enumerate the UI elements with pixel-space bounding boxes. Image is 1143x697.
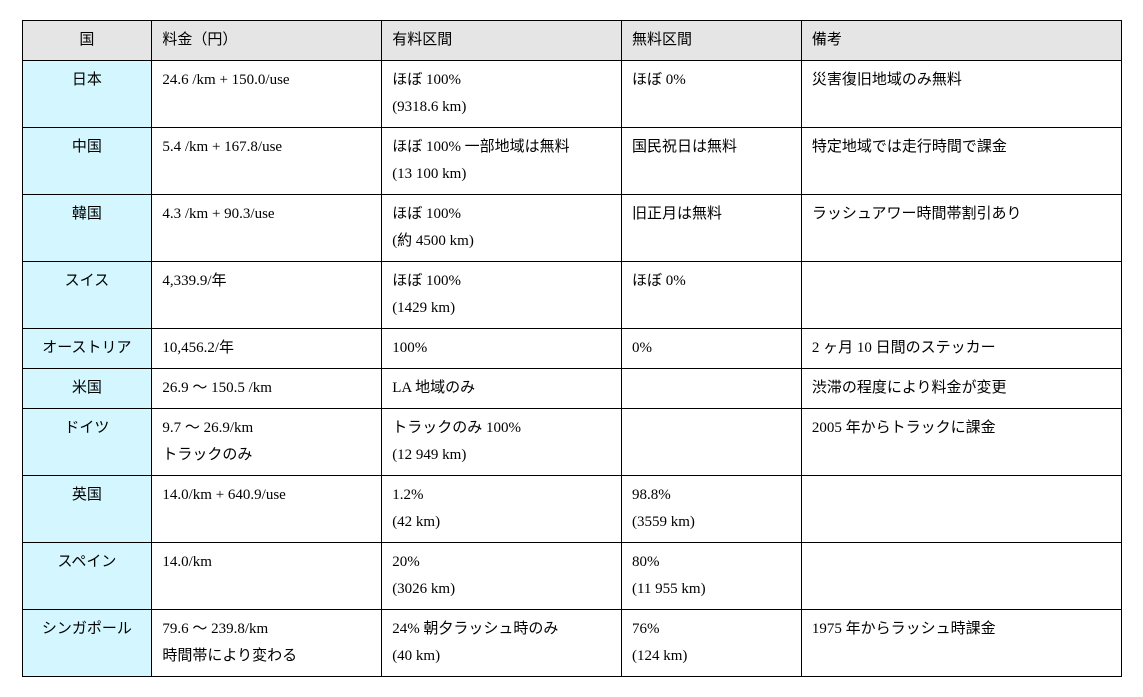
cell-country: 中国 [22, 128, 152, 195]
cell-country: スイス [22, 262, 152, 329]
cell-free: 80%(11 955 km) [621, 543, 801, 610]
table-header: 国 料金（円） 有料区間 無料区間 備考 [22, 21, 1121, 61]
cell-fee: 79.6 ～ 239.8/km時間帯により変わる [152, 610, 382, 677]
cell-fee: 4.3 /km + 90.3/use [152, 195, 382, 262]
cell-country: スペイン [22, 543, 152, 610]
toll-comparison-table: 国 料金（円） 有料区間 無料区間 備考 日本24.6 /km + 150.0/… [22, 20, 1122, 677]
cell-country: 日本 [22, 61, 152, 128]
cell-fee: 26.9 ～ 150.5 /km [152, 369, 382, 409]
table-row: オーストリア10,456.2/年100%0%2 ヶ月 10 日間のステッカー [22, 329, 1121, 369]
table-row: スイス4,339.9/年ほぼ 100%(1429 km)ほぼ 0% [22, 262, 1121, 329]
cell-fee: 10,456.2/年 [152, 329, 382, 369]
cell-fee: 14.0/km [152, 543, 382, 610]
cell-free: 98.8%(3559 km) [621, 476, 801, 543]
cell-note: ラッシュアワー時間帯割引あり [801, 195, 1121, 262]
cell-note: 災害復旧地域のみ無料 [801, 61, 1121, 128]
cell-paid: 20%(3026 km) [382, 543, 622, 610]
cell-free [621, 409, 801, 476]
cell-note: 渋滞の程度により料金が変更 [801, 369, 1121, 409]
cell-paid: LA 地域のみ [382, 369, 622, 409]
cell-paid: 1.2%(42 km) [382, 476, 622, 543]
cell-paid: 24% 朝夕ラッシュ時のみ(40 km) [382, 610, 622, 677]
cell-note [801, 543, 1121, 610]
cell-country: 韓国 [22, 195, 152, 262]
cell-fee: 9.7 ～ 26.9/kmトラックのみ [152, 409, 382, 476]
table-row: ドイツ9.7 ～ 26.9/kmトラックのみトラックのみ 100%(12 949… [22, 409, 1121, 476]
table-row: 日本24.6 /km + 150.0/useほぼ 100%(9318.6 km)… [22, 61, 1121, 128]
cell-paid: ほぼ 100% 一部地域は無料(13 100 km) [382, 128, 622, 195]
table-row: 米国26.9 ～ 150.5 /kmLA 地域のみ 渋滞の程度により料金が変更 [22, 369, 1121, 409]
cell-country: 米国 [22, 369, 152, 409]
cell-free [621, 369, 801, 409]
cell-free: 旧正月は無料 [621, 195, 801, 262]
header-free: 無料区間 [621, 21, 801, 61]
table-row: スペイン14.0/km20%(3026 km)80%(11 955 km) [22, 543, 1121, 610]
cell-paid: 100% [382, 329, 622, 369]
header-note: 備考 [801, 21, 1121, 61]
cell-country: オーストリア [22, 329, 152, 369]
table-row: 韓国4.3 /km + 90.3/useほぼ 100%(約 4500 km)旧正… [22, 195, 1121, 262]
cell-paid: ほぼ 100%(9318.6 km) [382, 61, 622, 128]
cell-note: 2005 年からトラックに課金 [801, 409, 1121, 476]
cell-free: 国民祝日は無料 [621, 128, 801, 195]
cell-note: 特定地域では走行時間で課金 [801, 128, 1121, 195]
header-country: 国 [22, 21, 152, 61]
cell-note: 1975 年からラッシュ時課金 [801, 610, 1121, 677]
cell-country: ドイツ [22, 409, 152, 476]
header-fee: 料金（円） [152, 21, 382, 61]
cell-note: 2 ヶ月 10 日間のステッカー [801, 329, 1121, 369]
header-paid: 有料区間 [382, 21, 622, 61]
table-row: 英国14.0/km + 640.9/use1.2%(42 km)98.8%(35… [22, 476, 1121, 543]
cell-fee: 4,339.9/年 [152, 262, 382, 329]
cell-country: シンガポール [22, 610, 152, 677]
cell-fee: 5.4 /km + 167.8/use [152, 128, 382, 195]
cell-fee: 14.0/km + 640.9/use [152, 476, 382, 543]
cell-note [801, 476, 1121, 543]
table-row: 中国5.4 /km + 167.8/useほぼ 100% 一部地域は無料(13 … [22, 128, 1121, 195]
cell-paid: トラックのみ 100%(12 949 km) [382, 409, 622, 476]
cell-free: ほぼ 0% [621, 61, 801, 128]
cell-paid: ほぼ 100%(約 4500 km) [382, 195, 622, 262]
cell-note [801, 262, 1121, 329]
cell-free: ほぼ 0% [621, 262, 801, 329]
cell-free: 0% [621, 329, 801, 369]
cell-country: 英国 [22, 476, 152, 543]
cell-free: 76%(124 km) [621, 610, 801, 677]
header-row: 国 料金（円） 有料区間 無料区間 備考 [22, 21, 1121, 61]
cell-paid: ほぼ 100%(1429 km) [382, 262, 622, 329]
table-body: 日本24.6 /km + 150.0/useほぼ 100%(9318.6 km)… [22, 61, 1121, 677]
cell-fee: 24.6 /km + 150.0/use [152, 61, 382, 128]
table-row: シンガポール79.6 ～ 239.8/km時間帯により変わる24% 朝夕ラッシュ… [22, 610, 1121, 677]
